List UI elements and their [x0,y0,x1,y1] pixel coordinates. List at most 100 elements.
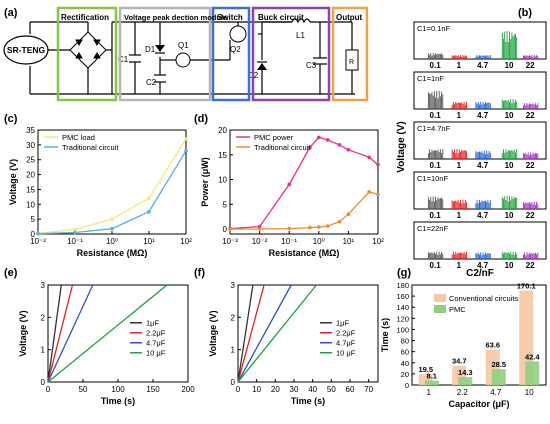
x-tick-label: 10 [525,388,534,397]
bar [522,254,524,259]
bar [436,150,438,159]
y-axis-label: Voltage (V) [18,310,28,356]
bar [488,253,490,259]
subplot-frame [413,221,547,260]
bar [512,151,514,159]
bar [437,149,439,159]
label-c2: C2 [146,78,157,87]
legend-label: 4.7μF [336,339,356,348]
bar [483,254,485,259]
bar [480,152,482,159]
data-point [308,225,312,230]
bar [463,150,465,159]
x-tick-label: 10 [505,111,514,120]
bar [525,255,527,259]
module-label-rectification: Rectification [61,13,109,22]
bar [439,54,441,59]
bar [479,104,480,109]
y-axis-label: Voltage (V) [8,159,18,205]
y-tick-label: 40 [401,359,409,368]
x-tick-label: 40 [308,385,317,394]
x-tick-label: 10⁰ [313,237,325,246]
series-line [47,284,62,383]
bar [506,195,508,209]
x-tick-label: 200 [181,385,195,394]
x-tick-label: 50 [327,385,336,394]
bar [536,201,538,209]
bar [525,202,527,209]
x-tick-label: 10² [372,237,384,246]
data-point [376,192,380,197]
bar [479,55,480,59]
x-tick-label: 0.1 [430,61,442,70]
data-point [147,209,151,214]
bar [487,153,489,159]
bar [513,196,515,209]
bar [488,56,490,59]
bar [531,103,533,109]
bar [436,90,438,109]
bar [462,103,464,109]
bar [429,55,431,59]
x-tick-label: 2.2 [457,388,469,397]
series-line [47,284,168,383]
source-label: SR-TENG [7,45,46,55]
bar [536,254,538,259]
subplot-frame [413,121,547,160]
legend-label: 10 μF [336,349,356,358]
bar [483,103,485,109]
bar [454,55,455,59]
bar [522,105,524,109]
bar [537,56,539,59]
bar [455,152,457,159]
bar [475,151,477,159]
bar [466,55,467,59]
bar [466,151,467,159]
x-axis-label: Time (s) [291,396,325,406]
bar [515,197,516,209]
bar [437,254,439,259]
bar [537,153,539,159]
bar [477,203,479,209]
bar [442,94,444,109]
x-tick-label: 30 [290,385,299,394]
y-tick-label: 0 [223,225,228,234]
x-tick-label: 0.1 [430,261,442,270]
bar [435,253,437,259]
bar [524,153,526,159]
bar [480,252,482,259]
bar [438,151,440,159]
bar [532,56,534,59]
bar [476,199,478,209]
data-point [346,212,351,216]
bar [431,201,433,209]
series-line [230,191,379,230]
bar [451,200,453,209]
bar [503,149,504,159]
bar [476,253,478,259]
data-point [367,155,371,160]
panel-label-d: (d) [194,113,208,125]
legend-label: PMC [449,305,466,314]
bar [488,102,490,109]
bar [482,55,484,59]
bar [537,103,539,109]
y-tick-label: 20 [26,171,35,180]
panel-label-e: (e) [4,267,18,279]
x-tick-label: 1 [457,111,462,120]
x-tick-label: 10 [505,261,514,270]
x-tick-label: 10 [252,385,261,394]
bar [476,152,478,159]
bar [441,53,443,59]
y-tick-label: 15 [218,151,227,160]
bar [429,253,431,259]
x-tick-label: 10 [505,161,514,170]
bar [452,55,454,59]
bar [439,198,441,209]
bar [527,254,529,259]
bar [430,53,432,59]
bar [509,195,510,209]
bar [525,152,527,159]
x-tick-label: 10⁻² [30,237,46,246]
